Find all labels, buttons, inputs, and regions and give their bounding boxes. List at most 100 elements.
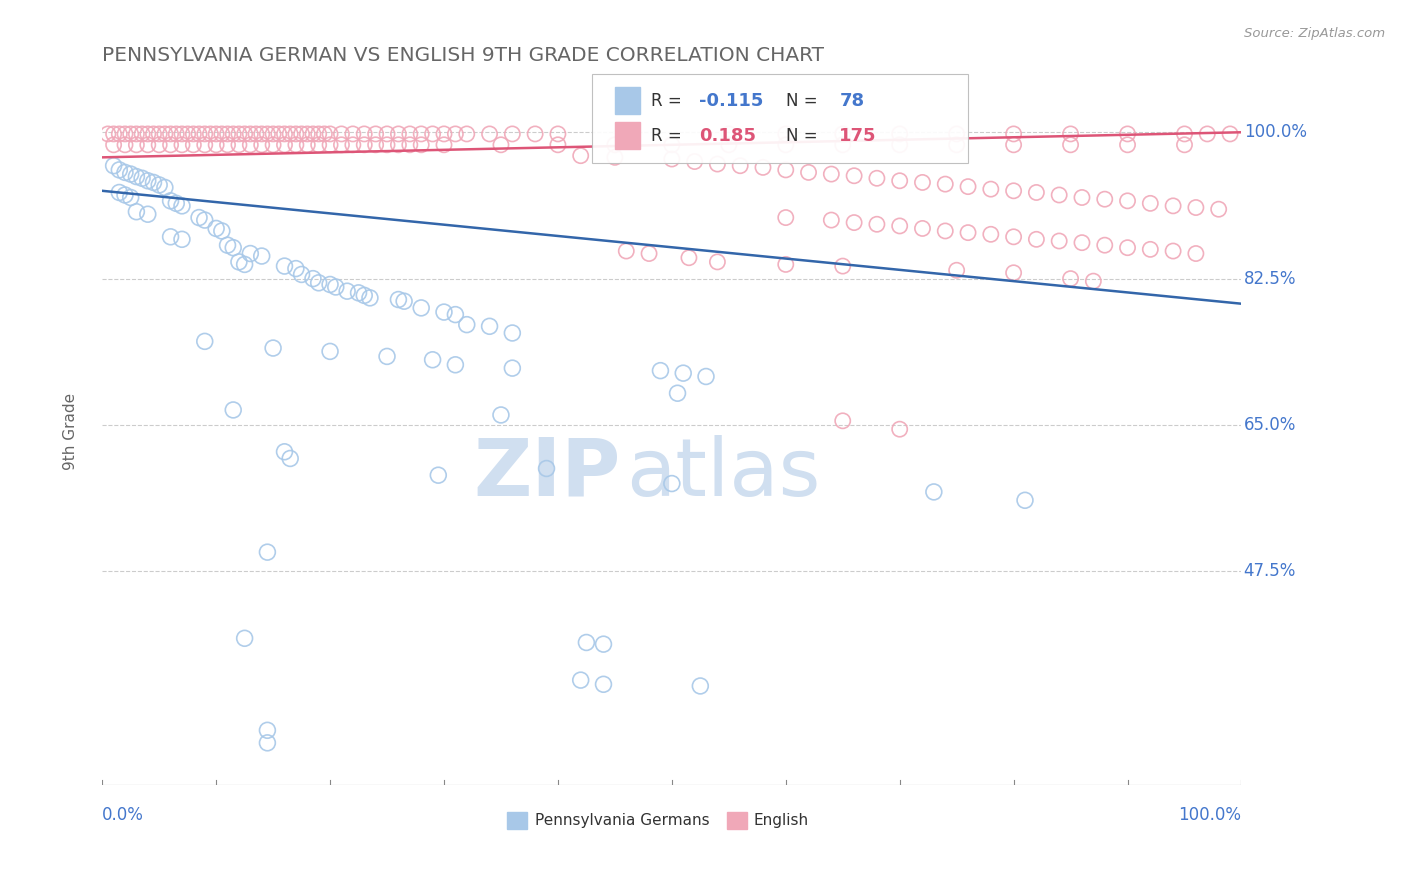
Point: [297, 127, 319, 141]
Point: [592, 677, 614, 691]
Point: [353, 127, 375, 141]
Point: [1161, 244, 1184, 258]
FancyBboxPatch shape: [614, 87, 640, 114]
Point: [775, 137, 797, 152]
Point: [411, 301, 433, 315]
Point: [922, 484, 945, 499]
Point: [433, 137, 456, 152]
Point: [250, 127, 273, 141]
Point: [262, 341, 284, 355]
Point: [108, 127, 131, 141]
Point: [308, 127, 330, 141]
Point: [411, 137, 433, 152]
Point: [278, 127, 301, 141]
Point: [245, 127, 267, 141]
Point: [478, 319, 501, 334]
Point: [1071, 235, 1094, 250]
Point: [250, 137, 273, 152]
Text: N =: N =: [786, 127, 823, 145]
Point: [364, 127, 387, 141]
Text: R =: R =: [651, 127, 688, 145]
Point: [148, 137, 170, 152]
Text: 175: 175: [839, 127, 877, 145]
Point: [889, 137, 911, 152]
Point: [706, 157, 728, 171]
Point: [153, 180, 176, 194]
Point: [120, 190, 142, 204]
Point: [330, 137, 353, 152]
Point: [650, 364, 672, 378]
Point: [308, 276, 330, 290]
Point: [661, 152, 683, 166]
Point: [142, 127, 165, 141]
Point: [398, 127, 420, 141]
Point: [1014, 493, 1036, 508]
Point: [1116, 241, 1139, 255]
Point: [284, 137, 307, 152]
Point: [284, 127, 307, 141]
Point: [194, 334, 217, 349]
Point: [125, 169, 148, 184]
Point: [1002, 184, 1025, 198]
Point: [387, 137, 409, 152]
Point: [489, 137, 512, 152]
Point: [683, 154, 706, 169]
Point: [205, 221, 228, 235]
Point: [170, 199, 193, 213]
Point: [256, 736, 278, 750]
Point: [1173, 127, 1195, 141]
Text: 100.0%: 100.0%: [1244, 123, 1306, 141]
Point: [603, 150, 626, 164]
Point: [1185, 246, 1208, 260]
Point: [222, 403, 245, 417]
Point: [239, 137, 262, 152]
Point: [1139, 196, 1161, 211]
Point: [945, 137, 967, 152]
Point: [387, 293, 409, 307]
Point: [211, 224, 233, 238]
Point: [153, 127, 176, 141]
Text: 82.5%: 82.5%: [1244, 269, 1296, 287]
Point: [342, 137, 364, 152]
Point: [575, 635, 598, 649]
Point: [1219, 127, 1241, 141]
Point: [1025, 232, 1047, 246]
Point: [125, 137, 148, 152]
Point: [120, 167, 142, 181]
Point: [1116, 127, 1139, 141]
Point: [889, 422, 911, 436]
Point: [775, 162, 797, 177]
Point: [308, 137, 330, 152]
Point: [456, 318, 478, 332]
Point: [233, 632, 256, 646]
Point: [375, 137, 398, 152]
Point: [176, 127, 198, 141]
Point: [262, 137, 284, 152]
Point: [775, 257, 797, 271]
Point: [661, 476, 683, 491]
Point: [131, 171, 153, 186]
Point: [297, 137, 319, 152]
Point: [136, 137, 159, 152]
Point: [364, 137, 387, 152]
Point: [831, 414, 853, 428]
Text: ZIP: ZIP: [474, 434, 620, 513]
Point: [188, 127, 211, 141]
Point: [131, 127, 153, 141]
Point: [165, 196, 187, 211]
Point: [159, 137, 181, 152]
Point: [831, 259, 853, 273]
Point: [957, 179, 980, 194]
Text: PENNSYLVANIA GERMAN VS ENGLISH 9TH GRADE CORRELATION CHART: PENNSYLVANIA GERMAN VS ENGLISH 9TH GRADE…: [103, 46, 824, 65]
Point: [592, 637, 614, 651]
Point: [314, 127, 336, 141]
Point: [148, 178, 170, 192]
Point: [1025, 186, 1047, 200]
Point: [353, 137, 375, 152]
Point: [142, 176, 165, 190]
Point: [319, 137, 342, 152]
Point: [980, 227, 1002, 242]
Point: [980, 182, 1002, 196]
Point: [427, 468, 450, 483]
Point: [1047, 234, 1070, 248]
